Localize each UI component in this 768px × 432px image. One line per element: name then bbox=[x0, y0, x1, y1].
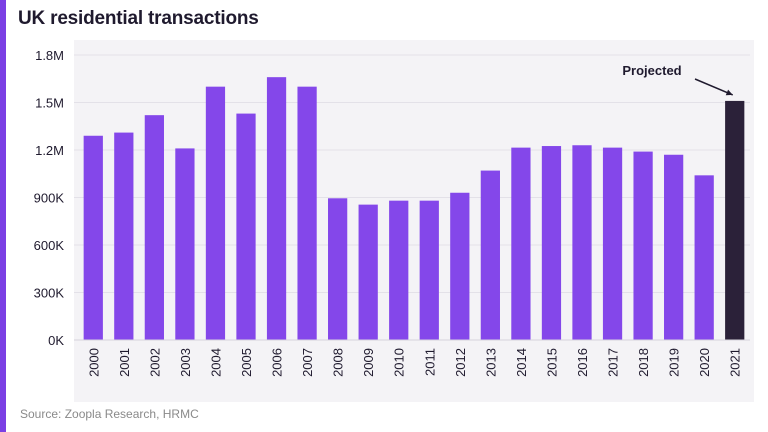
bar bbox=[114, 132, 134, 340]
x-tick-label: 2017 bbox=[606, 348, 621, 377]
x-tick-label: 2001 bbox=[117, 348, 132, 377]
projected-bar bbox=[725, 100, 745, 341]
x-tick-label: 2012 bbox=[453, 348, 468, 377]
bar bbox=[633, 151, 653, 340]
bar bbox=[266, 77, 287, 341]
x-tick-label: 2002 bbox=[147, 348, 162, 377]
x-tick-label: 2005 bbox=[239, 348, 254, 377]
bar bbox=[297, 86, 317, 341]
bar bbox=[450, 192, 470, 340]
y-tick-label: 1.5M bbox=[35, 96, 64, 111]
bar bbox=[541, 146, 562, 340]
bar bbox=[389, 200, 409, 340]
x-tick-label: 2016 bbox=[575, 348, 590, 377]
bar bbox=[480, 170, 500, 340]
source-note: Source: Zoopla Research, HRMC bbox=[20, 407, 199, 421]
y-tick-label: 1.8M bbox=[35, 48, 64, 63]
x-tick-label: 2007 bbox=[300, 348, 315, 377]
bar bbox=[511, 147, 531, 340]
x-tick-label: 2020 bbox=[697, 348, 712, 377]
bar bbox=[358, 204, 378, 340]
y-tick-label: 600K bbox=[34, 238, 65, 253]
x-tick-label: 2008 bbox=[331, 348, 346, 377]
bar bbox=[328, 198, 348, 340]
annotation-arrow-line bbox=[694, 78, 734, 96]
x-tick-label: 2013 bbox=[483, 348, 498, 377]
bar bbox=[694, 175, 714, 340]
x-tick-label: 2000 bbox=[86, 348, 101, 377]
chart-title: UK residential transactions bbox=[18, 8, 259, 29]
bar bbox=[602, 147, 623, 340]
bar bbox=[175, 148, 195, 340]
bar bbox=[419, 200, 439, 340]
accent-bar bbox=[0, 0, 6, 432]
x-tick-label: 2018 bbox=[636, 348, 651, 377]
bar bbox=[205, 86, 226, 341]
x-tick-label: 2015 bbox=[544, 348, 559, 377]
bar bbox=[236, 113, 256, 340]
x-tick-label: 2019 bbox=[667, 348, 682, 377]
bar bbox=[144, 115, 164, 341]
annotation-label: Projected bbox=[622, 63, 681, 78]
x-tick-label: 2010 bbox=[392, 348, 407, 377]
x-tick-label: 2014 bbox=[514, 348, 529, 377]
y-tick-label: 1.2M bbox=[35, 143, 64, 158]
annotation-arrowhead bbox=[725, 89, 733, 96]
bar bbox=[572, 145, 592, 340]
x-tick-label: 2011 bbox=[422, 348, 437, 376]
x-tick-label: 2009 bbox=[361, 348, 376, 377]
y-tick-label: 900K bbox=[34, 191, 65, 206]
y-tick-label: 0K bbox=[48, 333, 64, 348]
y-tick-label: 300K bbox=[34, 286, 65, 301]
bar bbox=[664, 154, 684, 340]
bar bbox=[83, 135, 103, 340]
x-tick-label: 2006 bbox=[270, 348, 285, 377]
x-tick-label: 2003 bbox=[178, 348, 193, 377]
x-tick-label: 2021 bbox=[728, 348, 743, 377]
x-tick-label: 2004 bbox=[208, 348, 223, 377]
